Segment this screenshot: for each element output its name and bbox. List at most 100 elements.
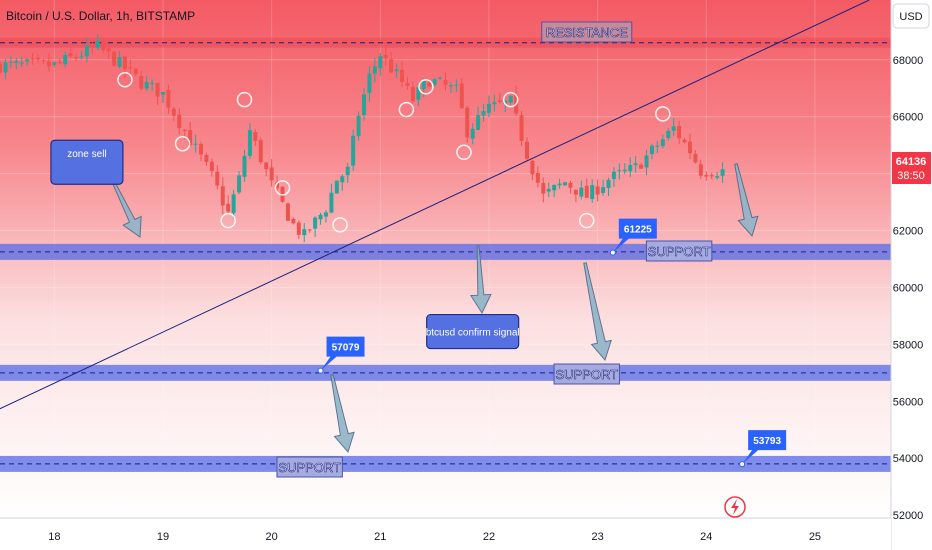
candle xyxy=(204,152,209,166)
candle xyxy=(720,162,725,183)
candle xyxy=(112,50,117,67)
last-price-value: 64136 xyxy=(896,156,927,168)
candle-body xyxy=(215,171,220,186)
note-zone-sell: zone sell xyxy=(50,139,124,185)
candle-body xyxy=(307,229,312,231)
candle-body xyxy=(90,45,95,48)
candle xyxy=(84,37,89,63)
candle-body xyxy=(334,180,339,194)
candle xyxy=(323,209,328,223)
candle xyxy=(367,65,372,102)
candle xyxy=(356,111,361,141)
candle xyxy=(546,182,551,198)
touch-marker xyxy=(236,91,253,108)
level-label-box xyxy=(276,456,343,478)
candle-body xyxy=(649,145,654,155)
candle-body xyxy=(660,139,665,147)
countdown-value: 38:50 xyxy=(897,170,925,182)
candle-body xyxy=(486,103,491,113)
candle-body xyxy=(432,79,437,86)
callout-anchor xyxy=(317,367,324,374)
candle xyxy=(258,137,263,165)
candle-body xyxy=(552,184,557,191)
candle-body xyxy=(264,162,269,170)
level-label-text: SUPPORT xyxy=(555,367,618,382)
y-tick-label: 52000 xyxy=(893,510,924,522)
price-axis[interactable] xyxy=(891,0,932,550)
candle xyxy=(438,76,443,80)
candle xyxy=(709,172,714,180)
candle xyxy=(563,181,568,186)
candle-body xyxy=(68,53,73,57)
arrow-to-support-2 xyxy=(583,262,612,362)
candle-body xyxy=(291,218,296,224)
candle xyxy=(351,129,356,171)
candle-body xyxy=(351,135,356,166)
flash-icon[interactable] xyxy=(724,496,746,518)
candle-body xyxy=(302,229,307,236)
trendline[interactable] xyxy=(0,0,870,411)
candle-body xyxy=(400,69,405,83)
callout-anchor xyxy=(609,249,616,256)
time-axis[interactable] xyxy=(0,518,891,550)
candle-body xyxy=(269,167,274,181)
candle-body xyxy=(177,114,182,129)
arrow-signal-up xyxy=(470,245,492,315)
candle-body xyxy=(557,183,562,186)
candle xyxy=(188,122,193,146)
candle-body xyxy=(476,115,481,130)
candle xyxy=(693,150,698,164)
currency-label: USD xyxy=(899,11,922,23)
candle xyxy=(171,106,176,121)
candle-body xyxy=(508,95,513,103)
candle-body xyxy=(573,189,578,195)
candle-body xyxy=(155,82,160,97)
candle-body xyxy=(465,107,470,138)
callout-text: 53793 xyxy=(753,436,781,447)
candle-body xyxy=(715,176,720,178)
candle xyxy=(122,55,127,78)
candle xyxy=(57,58,62,65)
candle xyxy=(242,149,247,182)
candle xyxy=(628,157,633,178)
candle xyxy=(166,84,171,114)
candle-body xyxy=(204,154,209,162)
candle xyxy=(519,110,524,147)
candle xyxy=(698,159,703,180)
candle xyxy=(199,141,204,162)
arrow-to-support-1 xyxy=(734,163,759,238)
candle xyxy=(394,63,399,78)
candle-body xyxy=(421,80,426,89)
callout-text: 61225 xyxy=(624,225,652,236)
candle-body xyxy=(106,48,111,52)
y-tick-label: 58000 xyxy=(893,339,924,351)
currency-button[interactable]: USD xyxy=(892,3,930,29)
candle xyxy=(606,177,611,197)
candle-body xyxy=(448,85,453,87)
candle-body xyxy=(394,69,399,72)
candle-body xyxy=(128,67,133,69)
candle-body xyxy=(639,164,644,169)
candle-body xyxy=(323,212,328,217)
touch-markers xyxy=(117,71,671,233)
candle xyxy=(334,180,339,194)
level-label-text: SUPPORT xyxy=(278,460,341,475)
candle xyxy=(41,58,46,64)
candle xyxy=(3,59,8,80)
x-tick-label: 22 xyxy=(483,531,495,543)
candle xyxy=(329,183,334,214)
candle xyxy=(459,78,464,110)
candle xyxy=(133,68,138,77)
candle-body xyxy=(671,126,676,131)
candle xyxy=(209,158,214,177)
candle xyxy=(383,46,388,66)
candle-body xyxy=(41,60,46,62)
candle-body xyxy=(285,203,290,221)
level-label-text: RESISTANCE xyxy=(546,25,628,40)
candle xyxy=(617,163,622,180)
callout-box xyxy=(320,336,365,371)
touch-marker xyxy=(398,101,415,118)
candle xyxy=(535,166,540,188)
candle-body xyxy=(362,94,367,116)
